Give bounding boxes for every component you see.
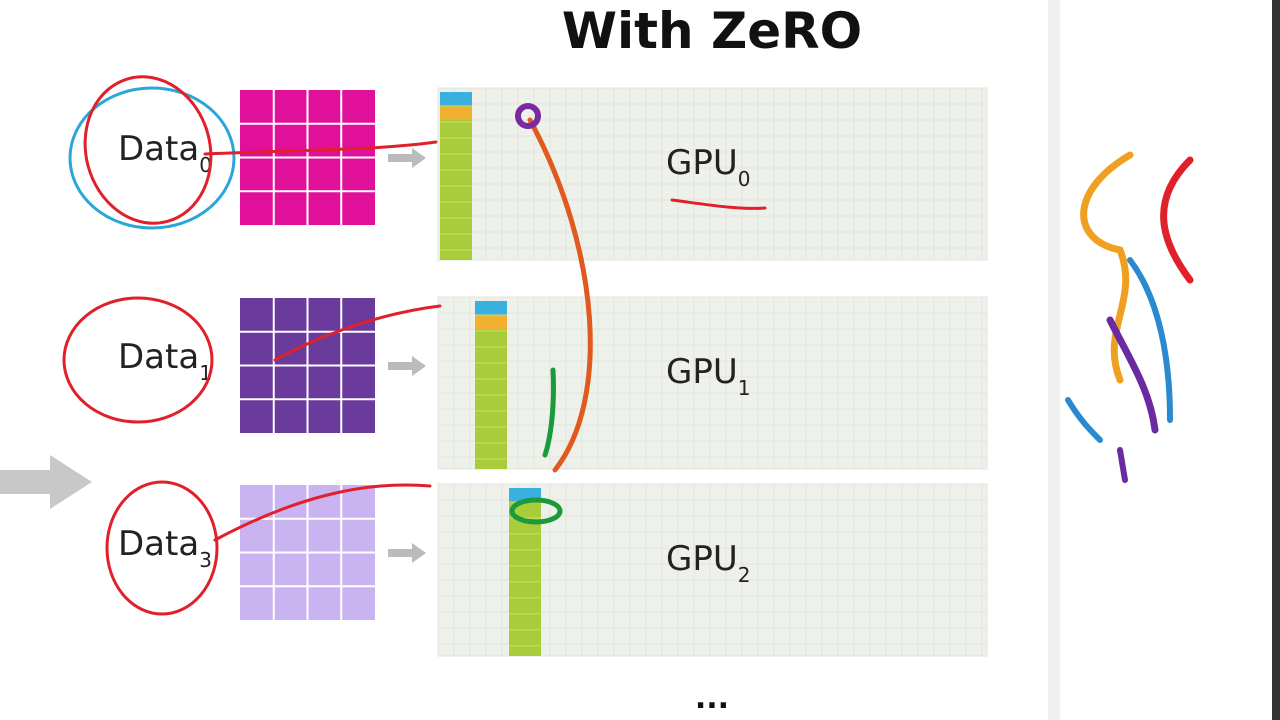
data-text: Data [118,524,199,564]
gpu-label: GPU0 [666,143,750,191]
gpu-label: GPU2 [666,539,750,587]
opt-shard [475,315,507,329]
data-label: Data3 [118,524,212,572]
gpu-text: GPU [666,143,738,183]
data-text: Data [118,129,199,169]
divider [1048,0,1060,720]
data-label: Data1 [118,337,212,385]
gpu-text: GPU [666,539,738,579]
arrow [388,543,426,563]
gpu-subscript: 1 [738,376,751,400]
grad-shard [475,301,507,315]
annotations [62,75,1194,616]
input-arrow [0,455,92,509]
gpu-panel [437,87,988,261]
opt-shard [440,106,472,120]
title: With ZeRO [562,2,862,60]
data-text: Data [118,337,199,377]
arrow [388,356,426,376]
gpu-subscript: 0 [738,167,751,191]
ellipsis: ... [695,681,729,716]
data-subscript: 3 [199,548,212,572]
screen-edge [1272,0,1280,720]
gpu-subscript: 2 [738,563,751,587]
grad-shard [440,92,472,106]
gpu-label: GPU1 [666,352,750,400]
gpu-text: GPU [666,352,738,392]
data-label: Data0 [118,129,212,177]
arrow [388,148,426,168]
